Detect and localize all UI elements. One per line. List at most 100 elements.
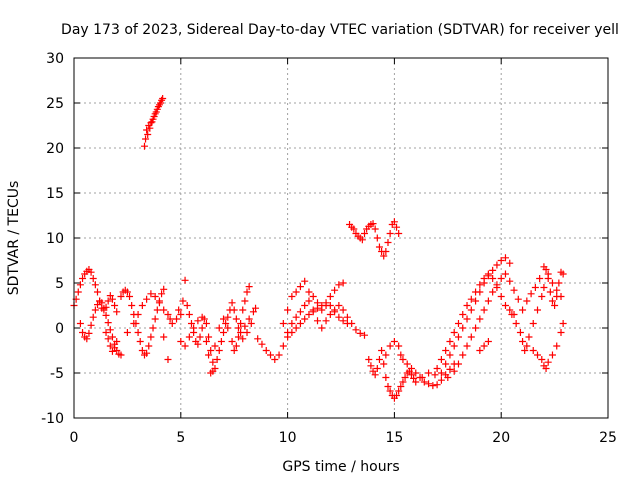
data-point	[85, 329, 93, 337]
data-point	[489, 288, 497, 296]
data-point	[326, 311, 334, 318]
data-point	[305, 311, 313, 318]
data-point	[134, 329, 142, 336]
data-point	[429, 382, 437, 390]
data-point	[130, 320, 138, 327]
data-point	[450, 342, 458, 350]
data-point	[444, 374, 452, 381]
series-rise-b	[433, 270, 518, 372]
data-point	[164, 311, 172, 318]
data-point	[425, 380, 433, 388]
data-point	[382, 248, 390, 255]
data-point	[506, 259, 514, 267]
data-point	[254, 335, 262, 343]
data-point	[173, 315, 181, 323]
data-point	[548, 297, 556, 305]
data-point	[314, 304, 322, 312]
data-point	[450, 329, 458, 336]
data-point	[412, 378, 420, 386]
data-point	[459, 311, 467, 318]
data-point	[501, 254, 509, 262]
data-point	[399, 356, 407, 363]
data-point	[142, 135, 150, 143]
data-point	[267, 351, 275, 359]
data-point	[314, 317, 322, 325]
data-point	[258, 340, 266, 348]
data-point	[104, 319, 112, 327]
data-point	[136, 338, 144, 345]
data-point	[395, 230, 403, 237]
data-point	[395, 387, 403, 395]
data-point	[523, 297, 531, 305]
y-tick-label: 20	[46, 141, 64, 157]
data-point	[202, 320, 210, 327]
data-point	[375, 356, 383, 363]
data-point	[380, 360, 388, 368]
data-point	[322, 317, 330, 325]
data-point	[102, 311, 110, 319]
data-point	[106, 292, 114, 300]
data-point	[262, 347, 270, 354]
data-point	[309, 308, 317, 316]
data-point	[93, 301, 101, 309]
data-point	[399, 378, 407, 386]
data-point	[87, 321, 95, 329]
series-rise-a	[412, 254, 514, 386]
data-point	[150, 113, 158, 120]
data-point	[166, 315, 174, 323]
data-point	[393, 223, 401, 231]
data-point	[76, 281, 84, 289]
data-point	[493, 281, 501, 289]
axis-ticks: -10 -5 0 5 10 15 20 25 30 0 5 10 15 20 25	[41, 51, 617, 446]
series-fifteen-hour-b	[382, 338, 458, 390]
data-point	[397, 383, 405, 390]
data-point	[213, 356, 221, 363]
data-point	[548, 279, 556, 287]
data-point	[343, 313, 351, 321]
data-point	[472, 288, 480, 296]
data-point	[151, 293, 159, 300]
data-point	[529, 320, 537, 327]
data-point	[480, 342, 488, 350]
data-point	[553, 342, 561, 350]
data-point	[144, 131, 152, 138]
data-point	[196, 333, 204, 341]
data-point	[126, 293, 134, 300]
data-point	[296, 283, 304, 291]
y-tick-label: 30	[46, 51, 64, 67]
data-point	[373, 365, 381, 372]
data-point	[202, 338, 210, 345]
data-point	[484, 338, 492, 345]
data-point	[350, 225, 358, 233]
data-point	[159, 95, 167, 102]
data-point	[113, 308, 121, 316]
data-point	[123, 329, 131, 336]
data-point	[143, 295, 151, 303]
data-point	[205, 333, 213, 341]
data-point	[292, 288, 300, 296]
data-point	[279, 320, 287, 327]
data-point	[335, 281, 343, 289]
data-point	[386, 342, 394, 350]
series-high-arc	[140, 95, 167, 150]
data-point	[384, 239, 392, 246]
data-point	[367, 362, 375, 370]
data-point	[450, 367, 458, 375]
x-tick-label: 5	[176, 430, 185, 446]
series-early-cluster-d	[102, 290, 176, 363]
data-point	[380, 252, 388, 260]
data-point	[279, 342, 287, 350]
data-point	[538, 293, 546, 300]
data-point	[232, 315, 240, 323]
data-point	[301, 302, 309, 309]
data-point	[275, 351, 283, 359]
data-point	[177, 311, 185, 318]
data-point	[301, 277, 309, 285]
data-point	[177, 338, 185, 345]
data-point	[179, 297, 187, 305]
data-point	[145, 342, 153, 350]
data-point	[160, 285, 168, 293]
data-point	[540, 284, 548, 291]
y-tick-label: 5	[55, 276, 64, 292]
